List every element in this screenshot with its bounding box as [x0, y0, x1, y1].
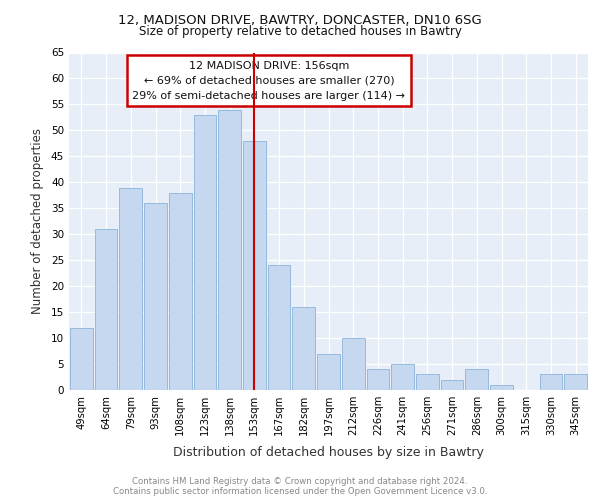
Bar [119, 188, 142, 390]
Text: Contains HM Land Registry data © Crown copyright and database right 2024.
Contai: Contains HM Land Registry data © Crown c… [113, 476, 487, 496]
Bar [292, 307, 315, 390]
Bar [564, 374, 587, 390]
Bar [95, 229, 118, 390]
Bar [367, 369, 389, 390]
X-axis label: Distribution of detached houses by size in Bawtry: Distribution of detached houses by size … [173, 446, 484, 460]
Bar [268, 266, 290, 390]
Bar [441, 380, 463, 390]
Bar [539, 374, 562, 390]
Bar [317, 354, 340, 390]
Bar [70, 328, 93, 390]
Bar [342, 338, 365, 390]
Bar [466, 369, 488, 390]
Bar [391, 364, 414, 390]
Text: 12, MADISON DRIVE, BAWTRY, DONCASTER, DN10 6SG: 12, MADISON DRIVE, BAWTRY, DONCASTER, DN… [118, 14, 482, 27]
Y-axis label: Number of detached properties: Number of detached properties [31, 128, 44, 314]
Bar [194, 115, 216, 390]
Text: 12 MADISON DRIVE: 156sqm
← 69% of detached houses are smaller (270)
29% of semi-: 12 MADISON DRIVE: 156sqm ← 69% of detach… [133, 61, 406, 100]
Bar [144, 203, 167, 390]
Bar [218, 110, 241, 390]
Bar [169, 192, 191, 390]
Text: Size of property relative to detached houses in Bawtry: Size of property relative to detached ho… [139, 25, 461, 38]
Bar [490, 385, 513, 390]
Bar [416, 374, 439, 390]
Bar [243, 141, 266, 390]
